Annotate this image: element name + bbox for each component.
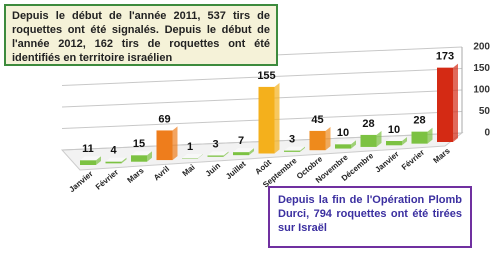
bar-side (147, 151, 152, 162)
x-tick-label: Mai (181, 163, 197, 178)
bar-side (351, 140, 356, 149)
bar-side (300, 146, 305, 152)
data-label: 1 (187, 141, 193, 153)
bar-top (131, 151, 152, 156)
bar (284, 150, 300, 152)
bar-top (156, 126, 178, 131)
y-tick-label: 0 (484, 128, 490, 139)
bar-top (207, 151, 229, 156)
x-tick-label: Mars (126, 166, 147, 185)
x-tick-label: Janvier (67, 169, 94, 194)
data-label: 173 (436, 51, 454, 63)
x-tick-label: Avril (152, 164, 171, 182)
bar-side (453, 63, 458, 142)
bar (105, 161, 122, 164)
bar (80, 160, 96, 165)
data-label: 10 (337, 127, 349, 139)
x-tick-label: Février (400, 148, 426, 172)
bar (131, 155, 147, 162)
bar (156, 130, 173, 161)
data-label: 11 (82, 143, 94, 155)
data-label: 69 (158, 113, 170, 125)
data-label: 15 (133, 138, 145, 150)
bar-top (437, 63, 458, 68)
bar-side (376, 130, 382, 147)
data-label: 10 (388, 124, 400, 136)
bar-side (274, 82, 280, 154)
bar-top (233, 148, 254, 153)
data-label: 3 (212, 138, 218, 150)
x-tick-label: Janvier (373, 150, 400, 175)
data-label: 4 (110, 145, 117, 157)
data-label: 7 (238, 135, 244, 147)
data-label: 155 (257, 70, 275, 82)
bar-top (182, 153, 203, 158)
data-label: 45 (311, 114, 323, 126)
bar-side (427, 127, 433, 144)
bar (335, 144, 351, 149)
bar-top (386, 136, 407, 141)
y-tick-label: 200 (473, 42, 490, 53)
bar-side (325, 126, 331, 151)
bar-side (402, 136, 407, 146)
bar-side (96, 156, 101, 165)
bar-top (335, 140, 356, 145)
bar (309, 130, 326, 151)
annotation: Depuis le début de l'année 2011, 537 tir… (4, 4, 278, 66)
bar-top (360, 130, 382, 135)
x-tick-label: Mars (432, 146, 453, 165)
y-tick-label: 150 (473, 63, 490, 74)
annotation: Depuis la fin de l'Opération Plomb Durci… (268, 186, 472, 248)
bar (437, 67, 453, 142)
bar (207, 155, 224, 157)
x-tick-label: Février (94, 168, 120, 192)
bar-top (309, 126, 331, 131)
y-tick-label: 100 (473, 85, 490, 96)
data-label: 28 (362, 118, 374, 130)
bar (233, 152, 249, 156)
bar-side (223, 151, 229, 157)
bar-side (198, 153, 203, 159)
bar-top (411, 127, 433, 132)
x-tick-label: Août (253, 158, 273, 177)
grid-line (61, 68, 463, 86)
bar-side (249, 148, 254, 156)
data-label: 28 (413, 115, 425, 127)
bar-top (284, 146, 305, 151)
y-tick-label: 50 (479, 106, 491, 117)
bar (411, 131, 428, 144)
bar (258, 86, 275, 154)
bar (386, 140, 402, 146)
x-tick-label: Juin (204, 161, 222, 179)
x-tick-label: Juillet (224, 159, 248, 181)
data-label: 3 (289, 133, 295, 145)
bar (360, 134, 377, 147)
bar-top (80, 156, 101, 161)
bar-top (105, 157, 127, 162)
bar-side (172, 126, 178, 161)
bar-top (258, 82, 280, 87)
bar-side (121, 157, 127, 164)
